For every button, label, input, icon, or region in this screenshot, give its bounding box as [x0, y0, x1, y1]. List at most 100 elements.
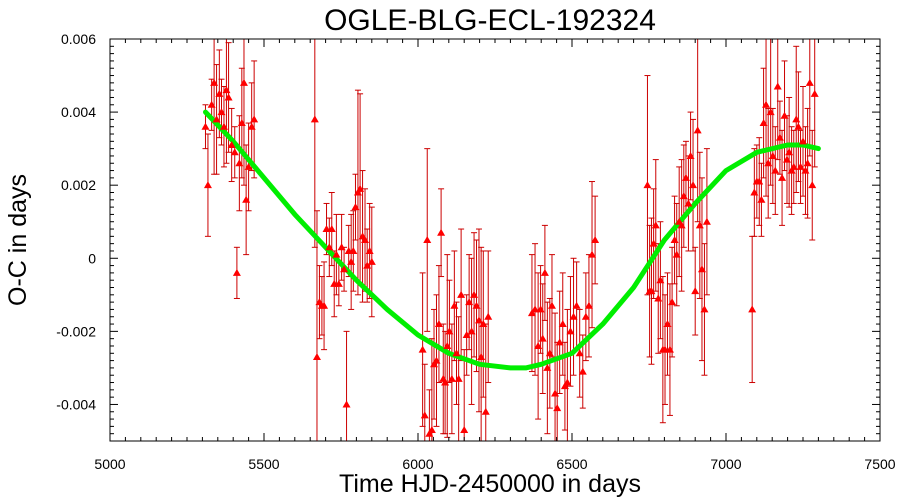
- data-point: [782, 155, 791, 163]
- chart-title: OGLE-BLG-ECL-192324: [324, 4, 656, 37]
- data-point: [367, 257, 376, 265]
- data-point: [572, 301, 581, 309]
- data-point: [454, 374, 463, 382]
- data-point: [237, 119, 246, 127]
- data-point: [563, 378, 572, 386]
- data-point: [764, 159, 773, 167]
- data-point: [356, 184, 365, 192]
- data-point: [702, 217, 711, 225]
- data-point: [437, 228, 446, 236]
- data-point: [768, 151, 777, 159]
- data-point: [342, 400, 351, 408]
- data-point: [654, 294, 663, 302]
- data-point: [427, 426, 436, 434]
- data-point: [445, 327, 454, 335]
- data-point: [212, 115, 221, 123]
- data-point: [588, 250, 597, 258]
- data-point: [219, 122, 228, 130]
- data-point: [794, 122, 803, 130]
- data-point: [420, 411, 429, 419]
- data-point: [322, 225, 331, 233]
- data-point: [365, 246, 374, 254]
- data-point: [349, 246, 358, 254]
- data-point: [591, 236, 600, 243]
- data-point: [418, 345, 427, 353]
- data-point: [773, 82, 782, 90]
- data-point: [656, 276, 665, 284]
- data-point: [801, 166, 810, 174]
- data-point: [432, 356, 441, 364]
- data-point: [672, 250, 681, 258]
- data-point: [649, 239, 658, 247]
- data-point: [347, 257, 356, 265]
- data-point: [771, 166, 780, 174]
- data-point: [441, 378, 450, 386]
- data-point: [651, 221, 660, 229]
- data-point: [785, 148, 794, 156]
- data-point: [327, 225, 336, 233]
- data-point: [224, 93, 233, 101]
- y-tick-label: 0.002: [61, 177, 96, 193]
- data-point: [808, 181, 817, 189]
- data-point: [762, 100, 771, 108]
- data-point: [796, 162, 805, 170]
- tick-label-layer: 5000 5500 6000 6500 7000 7500 -0.004 -0.002 0 0.0…: [56, 31, 895, 472]
- data-point: [780, 111, 789, 119]
- data-point: [560, 382, 569, 390]
- data-point: [239, 78, 248, 86]
- tick-layer: [109, 38, 881, 442]
- data-point: [647, 287, 656, 295]
- data-point: [203, 181, 212, 189]
- data-point: [207, 100, 216, 108]
- data-point: [465, 298, 474, 306]
- data-point: [351, 203, 360, 211]
- data-point: [332, 250, 341, 258]
- data-point: [691, 287, 700, 295]
- x-tick-label: 7000: [710, 456, 741, 472]
- data-point: [227, 140, 236, 148]
- data-point: [242, 195, 251, 203]
- data-point: [689, 181, 698, 189]
- data-point: [244, 162, 253, 170]
- data-point: [536, 305, 545, 313]
- data-point: [684, 199, 693, 207]
- y-tick-label: 0.004: [61, 104, 96, 120]
- data-point: [325, 243, 334, 251]
- data-point: [477, 352, 486, 360]
- data-point: [766, 108, 775, 116]
- data-point: [334, 279, 343, 287]
- data-point: [340, 265, 349, 273]
- data-point: [474, 316, 483, 324]
- data-point: [232, 268, 241, 276]
- y-tick-label: -0.004: [56, 396, 96, 412]
- x-tick-label: 7500: [864, 456, 895, 472]
- data-point: [792, 115, 801, 123]
- data-point: [222, 86, 231, 94]
- data-point: [748, 305, 757, 313]
- data-point: [789, 162, 798, 170]
- plot-frame: [109, 38, 881, 442]
- errorbar-layer: [202, 38, 818, 442]
- data-point: [425, 429, 434, 437]
- data-point: [543, 363, 552, 371]
- data-point: [217, 108, 226, 116]
- data-point: [757, 195, 766, 203]
- data-point: [460, 426, 469, 434]
- data-point: [700, 305, 709, 313]
- data-point: [534, 341, 543, 349]
- data-point: [430, 360, 439, 368]
- data-point: [558, 320, 567, 328]
- data-point: [578, 367, 587, 375]
- data-point: [663, 320, 672, 328]
- y-tick-label: 0.006: [61, 31, 96, 47]
- data-point: [677, 221, 686, 229]
- data-point: [553, 404, 562, 412]
- data-point: [361, 236, 370, 243]
- data-point: [247, 122, 256, 130]
- data-point: [693, 126, 702, 134]
- data-point: [312, 352, 321, 360]
- data-point: [679, 192, 688, 200]
- data-point: [443, 341, 452, 349]
- data-point: [778, 173, 787, 181]
